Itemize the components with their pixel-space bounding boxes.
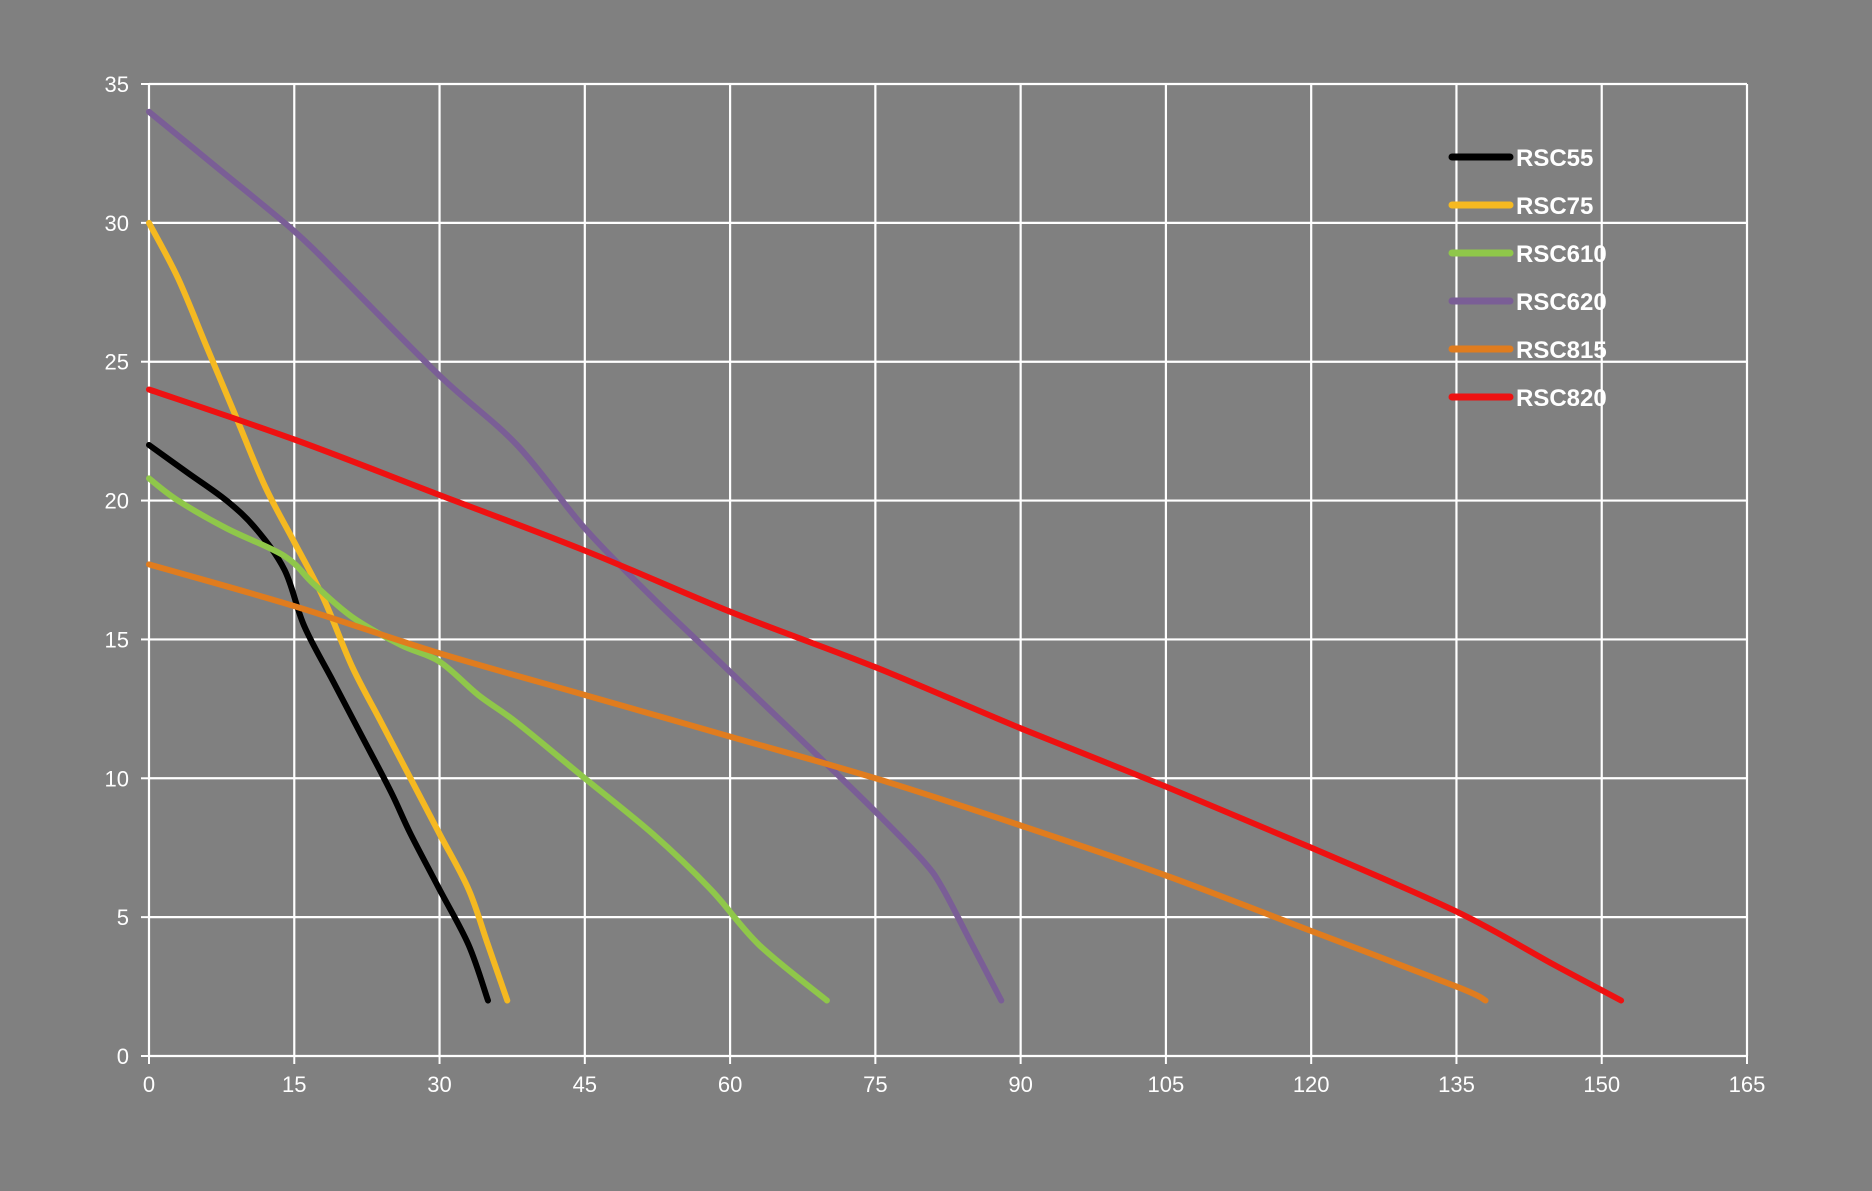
- x-tick-label: 15: [282, 1072, 306, 1097]
- legend-label: RSC75: [1516, 193, 1593, 220]
- legend: RSC55 RSC75 RSC610 RSC620 RSC815 RSC820: [1448, 145, 1607, 412]
- y-tick-label: 35: [105, 72, 129, 97]
- legend-label: RSC610: [1516, 241, 1607, 268]
- x-tick-label: 60: [718, 1072, 742, 1097]
- x-tick-label: 120: [1293, 1072, 1330, 1097]
- legend-label: RSC55: [1516, 145, 1593, 172]
- y-tick-label: 30: [105, 211, 129, 236]
- y-tick-label: 25: [105, 350, 129, 375]
- x-tick-label: 90: [1008, 1072, 1032, 1097]
- legend-label: RSC820: [1516, 385, 1607, 412]
- x-tick-label: 75: [863, 1072, 887, 1097]
- series-line-rsc610: [146, 475, 830, 1004]
- x-tick-label: 0: [143, 1072, 155, 1097]
- x-tick-label: 45: [573, 1072, 597, 1097]
- legend-label: RSC815: [1516, 337, 1607, 364]
- y-tick-label: 10: [105, 766, 129, 791]
- x-tick-label: 165: [1729, 1072, 1766, 1097]
- y-tick-label: 15: [105, 627, 129, 652]
- axes: 0 15 30 45 60 75 90 105 120 135 150 165 0 5 10 15 20 25 30…: [105, 72, 1766, 1097]
- series-line-rsc820: [146, 386, 1625, 1004]
- x-tick-label: 30: [427, 1072, 451, 1097]
- series-line-rsc55: [146, 442, 491, 1004]
- legend-label: RSC620: [1516, 289, 1607, 316]
- series-lines: [146, 108, 1625, 1004]
- series-line-rsc75: [146, 219, 511, 1004]
- y-tick-label: 20: [105, 489, 129, 514]
- x-tick-label: 150: [1583, 1072, 1620, 1097]
- x-tick-label: 105: [1148, 1072, 1185, 1097]
- series-line-rsc815: [146, 561, 1489, 1004]
- x-tick-label: 135: [1438, 1072, 1475, 1097]
- y-tick-label: 5: [117, 905, 129, 930]
- y-tick-label: 0: [117, 1044, 129, 1069]
- grid: [147, 82, 1749, 1058]
- series-line-rsc620: [146, 108, 1005, 1004]
